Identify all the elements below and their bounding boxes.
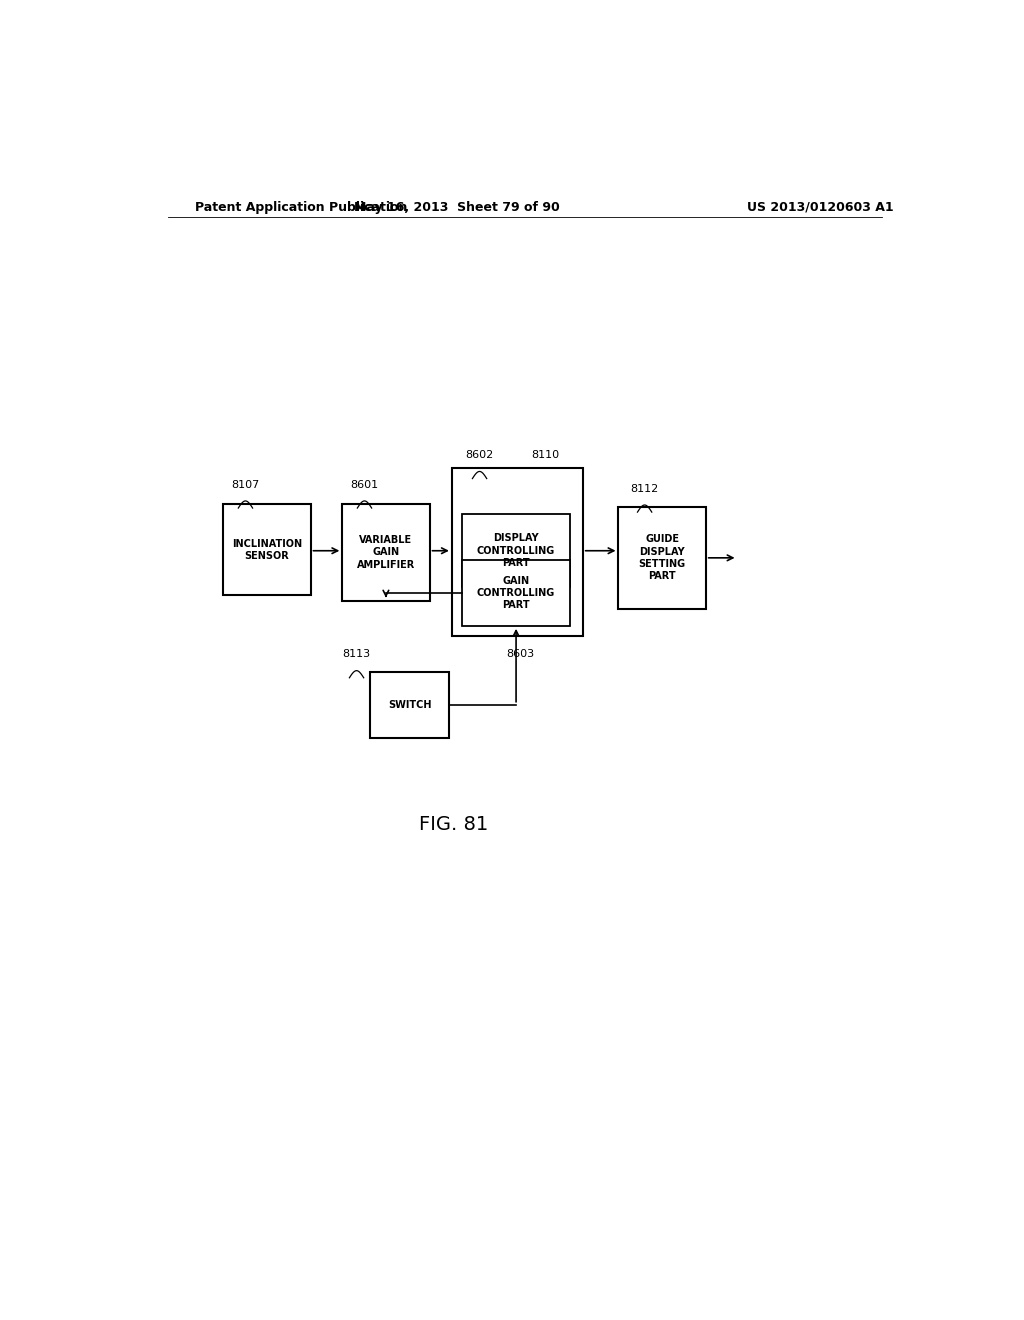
Bar: [462, 560, 570, 626]
Text: SWITCH: SWITCH: [388, 700, 431, 710]
Text: 8113: 8113: [342, 649, 371, 660]
Text: DISPLAY
CONTROLLING
PART: DISPLAY CONTROLLING PART: [477, 533, 555, 568]
Text: 8602: 8602: [466, 450, 494, 461]
Text: May 16, 2013  Sheet 79 of 90: May 16, 2013 Sheet 79 of 90: [354, 201, 560, 214]
Text: US 2013/0120603 A1: US 2013/0120603 A1: [748, 201, 894, 214]
Text: Patent Application Publication: Patent Application Publication: [196, 201, 408, 214]
Text: 8112: 8112: [631, 484, 658, 494]
Text: 8603: 8603: [506, 649, 535, 660]
Bar: [618, 507, 706, 609]
Text: 8601: 8601: [350, 479, 379, 490]
Bar: [342, 504, 430, 601]
Bar: [370, 672, 450, 738]
Text: VARIABLE
GAIN
AMPLIFIER: VARIABLE GAIN AMPLIFIER: [356, 535, 415, 570]
Text: 8110: 8110: [531, 450, 559, 461]
Bar: [462, 515, 570, 587]
Text: 8107: 8107: [231, 479, 259, 490]
Text: GUIDE
DISPLAY
SETTING
PART: GUIDE DISPLAY SETTING PART: [639, 535, 686, 581]
Text: GAIN
CONTROLLING
PART: GAIN CONTROLLING PART: [477, 576, 555, 610]
Text: FIG. 81: FIG. 81: [419, 814, 488, 834]
Text: INCLINATION
SENSOR: INCLINATION SENSOR: [231, 539, 302, 561]
Bar: [452, 469, 583, 636]
Bar: [223, 504, 310, 595]
